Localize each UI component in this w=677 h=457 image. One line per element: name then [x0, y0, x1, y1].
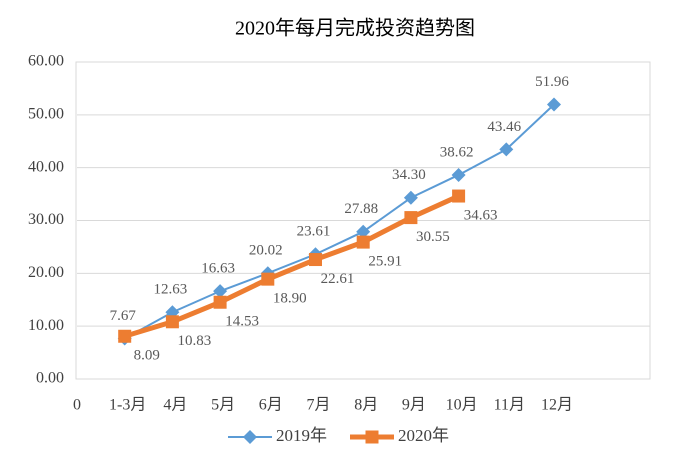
x-tick-label: 6月 [259, 397, 283, 414]
data-label: 10.83 [178, 333, 212, 349]
data-label: 51.96 [535, 74, 569, 90]
y-tick-label: 40.00 [28, 158, 64, 175]
data-label: 18.90 [273, 291, 307, 307]
data-point [452, 189, 466, 203]
data-label: 23.61 [297, 224, 331, 240]
data-point [309, 253, 322, 267]
data-point [403, 190, 418, 205]
y-tick-label: 50.00 [28, 106, 64, 123]
x-tick-label: 7月 [306, 397, 330, 414]
legend-marker [365, 430, 379, 444]
data-label: 27.88 [344, 201, 378, 217]
data-point [499, 142, 514, 157]
data-label: 12.63 [154, 282, 188, 298]
data-label: 22.61 [321, 271, 355, 287]
data-point [356, 224, 371, 239]
x-tick-label: 4月 [163, 397, 187, 414]
data-point [213, 295, 227, 309]
data-point [165, 315, 179, 329]
x-tick-label: 0 [73, 397, 81, 414]
x-tick-label: 10月 [446, 397, 478, 414]
series-line [123, 193, 460, 339]
x-tick-label: 1-3月 [109, 397, 146, 414]
y-tick-label: 20.00 [28, 264, 64, 281]
x-tick-label: 12月 [541, 397, 573, 414]
x-tick-label: 5月 [211, 397, 235, 414]
legend-label: 2020年 [398, 426, 449, 445]
y-tick-label: 10.00 [28, 317, 64, 334]
y-tick-label: 30.00 [28, 211, 64, 228]
y-tick-label: 60.00 [28, 53, 64, 70]
chart-title: 2020年每月完成投资趋势图 [235, 17, 475, 40]
data-label: 8.09 [134, 348, 160, 364]
data-point [451, 167, 466, 182]
legend-label: 2019年 [276, 426, 327, 445]
data-point [547, 97, 561, 112]
data-label: 14.53 [225, 314, 259, 330]
data-label: 34.63 [464, 207, 498, 223]
series-line [124, 103, 555, 340]
data-label: 16.63 [201, 261, 235, 277]
legend-marker [243, 430, 257, 444]
data-label: 25.91 [368, 254, 402, 270]
data-label: 7.67 [110, 308, 137, 324]
data-label: 30.55 [416, 229, 450, 245]
y-tick-label: 0.00 [36, 370, 64, 387]
data-point [404, 211, 418, 225]
data-point [213, 284, 228, 299]
x-tick-label: 9月 [402, 397, 426, 414]
data-label: 20.02 [249, 243, 283, 259]
data-label: 43.46 [487, 119, 521, 135]
data-label: 38.62 [440, 144, 474, 160]
data-point [261, 272, 275, 286]
data-label: 34.30 [392, 167, 426, 183]
x-tick-label: 8月 [354, 397, 378, 414]
data-point [356, 235, 370, 249]
data-point [118, 329, 132, 343]
x-tick-label: 11月 [494, 397, 525, 414]
